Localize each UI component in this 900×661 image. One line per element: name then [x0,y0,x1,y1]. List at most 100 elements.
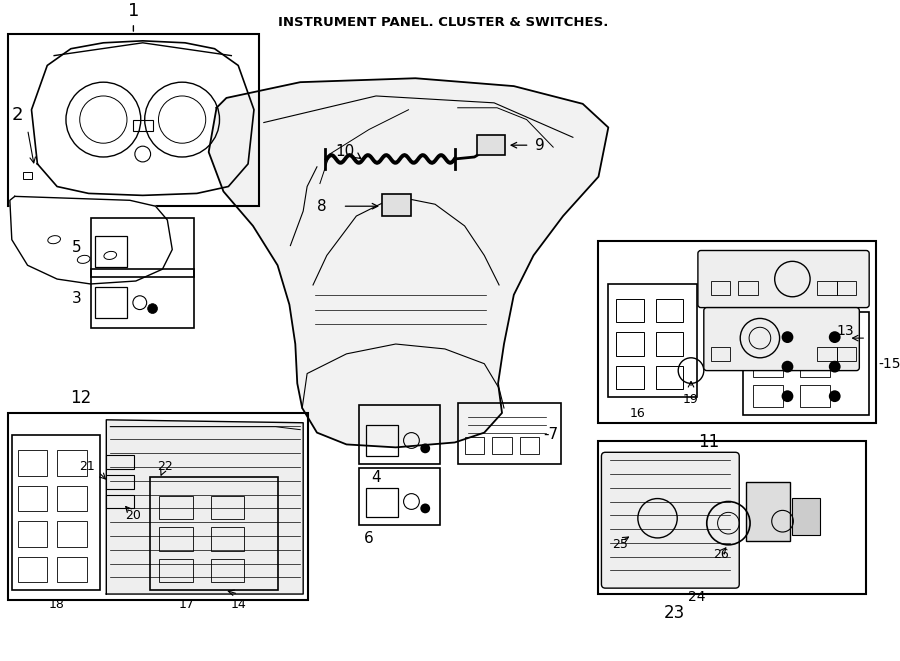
Circle shape [781,331,794,343]
Bar [800,356,830,377]
Text: 2: 2 [12,106,23,124]
Circle shape [781,361,794,373]
Bar [57,450,86,476]
Circle shape [829,331,841,343]
Bar [8,34,259,206]
Bar [616,366,643,389]
FancyBboxPatch shape [698,251,869,307]
Bar [18,522,47,547]
Bar [837,347,857,361]
Text: 1: 1 [128,2,140,31]
Text: 9: 9 [535,137,544,153]
Bar [655,332,683,356]
Bar [598,241,876,423]
Bar [598,442,866,594]
Circle shape [420,444,430,453]
Text: 5: 5 [72,240,82,255]
Bar [519,436,539,454]
Bar [91,218,194,277]
Polygon shape [106,420,303,594]
Bar [753,356,783,377]
Bar [8,413,308,600]
Text: 20: 20 [125,509,140,522]
Bar [106,475,134,488]
Text: 17: 17 [179,598,195,611]
Bar [837,281,857,295]
Text: 11: 11 [698,432,719,451]
Bar [382,194,411,216]
Bar [492,436,512,454]
Bar [95,287,127,319]
Bar [91,269,194,329]
Circle shape [420,504,430,514]
Bar [133,120,153,132]
Bar [616,332,643,356]
Circle shape [148,253,157,262]
Text: 18: 18 [50,598,65,611]
Bar [366,425,398,456]
Circle shape [781,390,794,402]
Bar [57,557,86,582]
Bar [149,477,277,590]
Bar [12,434,101,590]
Bar [477,136,505,155]
Text: 23: 23 [663,604,685,622]
Bar [464,436,484,454]
Bar [211,559,244,582]
Circle shape [148,303,157,313]
Bar [753,327,783,348]
Bar [18,450,47,476]
Bar [711,281,731,295]
Bar [458,403,561,464]
Bar [22,172,32,178]
FancyBboxPatch shape [601,452,739,588]
Bar [655,299,683,323]
Circle shape [829,390,841,402]
Text: 8: 8 [317,199,327,214]
Text: INSTRUMENT PANEL. CLUSTER & SWITCHES.: INSTRUMENT PANEL. CLUSTER & SWITCHES. [278,17,608,29]
Bar [800,385,830,407]
Text: -7: -7 [544,427,559,442]
Bar [106,455,134,469]
Bar [792,498,820,535]
Bar [159,527,193,551]
Text: 14: 14 [230,598,246,611]
FancyBboxPatch shape [704,307,860,371]
Text: 25: 25 [612,538,628,551]
Bar [159,559,193,582]
Text: 6: 6 [364,531,374,546]
Bar [743,311,869,415]
Text: 12: 12 [70,389,91,407]
Bar [159,496,193,520]
Bar [211,527,244,551]
Text: 13: 13 [837,324,854,338]
Bar [711,347,731,361]
Bar [359,405,440,464]
Bar [106,494,134,508]
Bar [57,522,86,547]
Bar [738,281,758,295]
Bar [211,496,244,520]
Bar [18,557,47,582]
Text: 16: 16 [630,407,645,420]
Text: 22: 22 [158,459,173,473]
Polygon shape [10,196,172,284]
Circle shape [829,361,841,373]
Text: -15: -15 [878,357,900,371]
Bar [753,385,783,407]
Bar [817,281,837,295]
Bar [359,468,440,525]
Bar [366,488,398,518]
Text: 4: 4 [371,470,381,485]
Bar [746,482,790,541]
Text: 3: 3 [72,292,82,306]
Polygon shape [209,78,608,447]
Bar [655,366,683,389]
Bar [817,347,837,361]
Bar [800,327,830,348]
Bar [95,236,127,267]
Text: 19: 19 [683,393,699,407]
Text: 21: 21 [78,459,94,473]
Bar [18,486,47,512]
Text: 10: 10 [335,143,354,159]
